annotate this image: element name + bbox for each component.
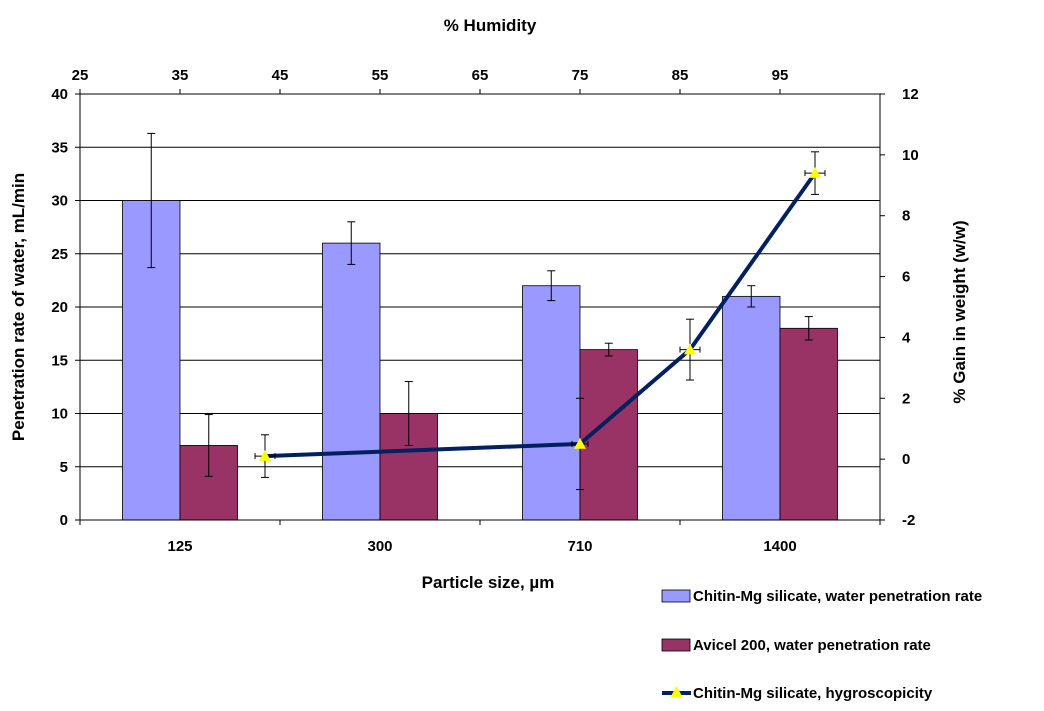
y-tick-label: 20 (51, 299, 68, 316)
y-tick-label: 25 (51, 246, 68, 263)
y2-tick-label: -2 (902, 512, 915, 529)
legend-item-chitin-line: Chitin-Mg silicate, hygroscopicity (662, 685, 933, 702)
top-x-tick-label: 25 (72, 67, 89, 84)
y2-tick-label: 0 (902, 451, 910, 468)
y-tick-label: 40 (51, 86, 68, 103)
y2-tick-label: 4 (902, 329, 911, 346)
triangle-marker-icon (684, 343, 696, 355)
legend-swatch-chitin-bar (661, 589, 691, 603)
y2-tick-label: 2 (902, 390, 910, 407)
y-tick-label: 30 (51, 193, 68, 210)
triangle-marker-icon (259, 450, 271, 461)
top-x-tick-label: 65 (472, 67, 489, 84)
top-x-tick-label: 95 (772, 67, 789, 84)
top-x-tick-label: 45 (272, 67, 289, 84)
y-tick-label: 35 (51, 139, 68, 156)
y2-tick-label: 8 (902, 208, 910, 225)
legend-label-avicel-bar: Avicel 200, water penetration rate (693, 637, 931, 654)
y2-tick-label: 6 (902, 269, 910, 286)
y-tick-label: 5 (60, 459, 68, 476)
y-tick-label: 15 (51, 352, 68, 369)
bar (522, 285, 581, 521)
legend-label-chitin-bar: Chitin-Mg silicate, water penetration ra… (693, 588, 982, 605)
x-tick-label: 710 (567, 538, 592, 555)
y2-axis-title: % Gain in weight (w/w) (950, 220, 969, 403)
hygroscopicity-line (254, 151, 826, 491)
legend: Chitin-Mg silicate, water penetration ra… (661, 588, 982, 702)
top-x-tick-label: 75 (572, 67, 589, 84)
bar (722, 295, 781, 521)
y2-tick-label: 12 (902, 86, 919, 103)
triangle-marker-icon (809, 167, 821, 178)
y-tick-label: 0 (60, 512, 68, 529)
y-axis-title: Penetration rate of water, mL/min (9, 173, 28, 441)
x-axis-title: Particle size, µm (422, 573, 555, 592)
legend-swatch-marker-icon (670, 686, 683, 697)
legend-label-chitin-line: Chitin-Mg silicate, hygroscopicity (693, 685, 933, 702)
top-x-tick-label: 55 (372, 67, 389, 84)
triangle-marker-icon (574, 437, 586, 449)
top-x-tick-label: 85 (672, 67, 689, 84)
bar-error-bars (147, 132, 813, 477)
legend-item-avicel-bar: Avicel 200, water penetration rate (661, 637, 931, 654)
y-tick-label: 10 (51, 406, 68, 423)
y2-tick-label: 10 (902, 147, 919, 164)
x-tick-label: 1400 (763, 538, 796, 555)
top-axis-title: % Humidity (444, 16, 537, 35)
legend-item-chitin-bar: Chitin-Mg silicate, water penetration ra… (661, 588, 982, 605)
bar (779, 327, 838, 521)
axes (75, 89, 885, 525)
legend-swatch-avicel-bar (661, 638, 691, 652)
bar (322, 242, 381, 521)
top-x-tick-label: 35 (172, 67, 189, 84)
tick-labels: 0 5 10 15 20 25 30 35 40 -2 0 2 4 6 8 10 12 25 35 45 55 65 75 8… (51, 67, 918, 555)
x-tick-label: 300 (367, 538, 392, 555)
x-tick-label: 125 (167, 538, 192, 555)
hygroscopicity-polyline (264, 171, 817, 459)
